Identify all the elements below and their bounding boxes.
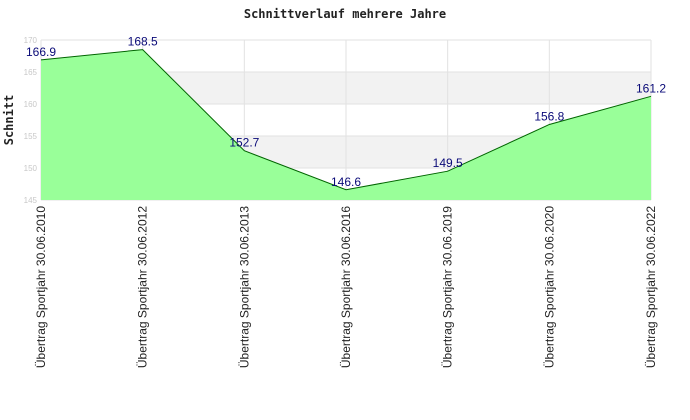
y-tick-label: 145	[24, 196, 38, 205]
data-label: 166.9	[26, 45, 56, 59]
y-tick-label: 170	[24, 36, 38, 45]
y-axis-label: Schnitt	[2, 95, 16, 146]
y-tick-label: 165	[24, 68, 38, 77]
data-label: 156.8	[534, 109, 564, 123]
x-tick-label: Übertrag Sportjahr 30.06.2012	[136, 206, 150, 368]
x-tick-label: Übertrag Sportjahr 30.06.2010	[34, 206, 48, 368]
data-label: 152.7	[229, 136, 259, 150]
x-tick-label: Übertrag Sportjahr 30.06.2013	[237, 206, 251, 368]
x-tick-label: Übertrag Sportjahr 30.06.2020	[542, 206, 556, 368]
x-tick-label: Übertrag Sportjahr 30.06.2019	[441, 206, 455, 368]
y-tick-label: 155	[24, 132, 38, 141]
data-label: 161.2	[636, 81, 666, 95]
y-tick-label: 150	[24, 164, 38, 173]
data-label: 146.6	[331, 175, 361, 189]
y-tick-label: 160	[24, 100, 38, 109]
series-line	[40, 49, 652, 191]
data-label: 149.5	[433, 156, 463, 170]
series-area	[41, 49, 651, 200]
x-tick-label: Übertrag Sportjahr 30.06.2016	[339, 206, 353, 368]
chart-title: Schnittverlauf mehrere Jahre	[244, 7, 446, 21]
x-tick-label: Übertrag Sportjahr 30.06.2022	[644, 206, 658, 368]
data-label: 168.5	[128, 35, 158, 49]
